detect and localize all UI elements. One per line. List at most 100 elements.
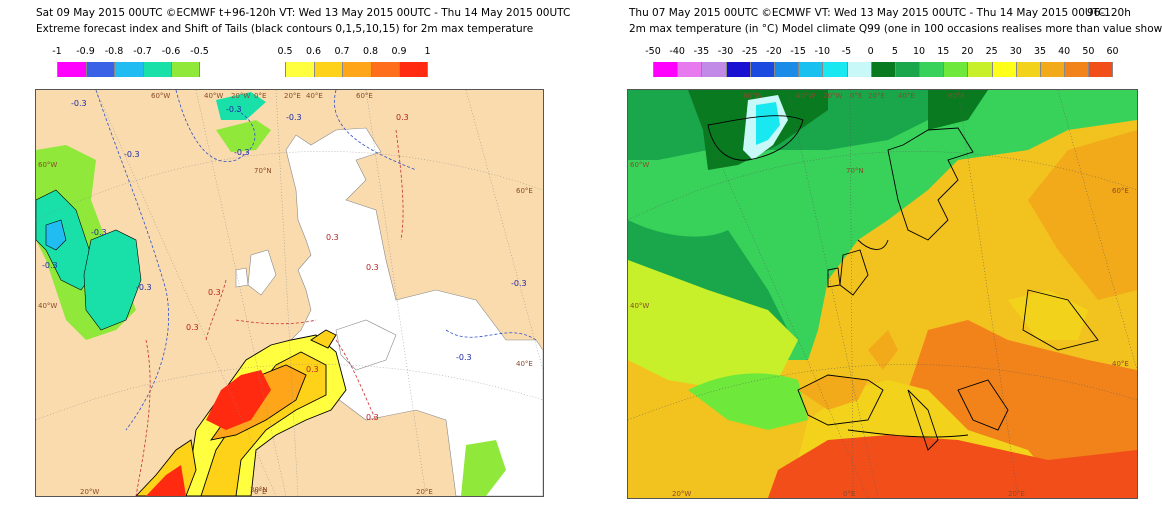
temperature-colorbar-cell: -35 <box>694 46 726 77</box>
climate-grid-label: 40°W <box>630 302 649 310</box>
efi-contour-label: -0.3 <box>456 353 472 362</box>
temperature-colorbar-tick: 10 <box>913 46 926 57</box>
temperature-colorbar-tick: -35 <box>693 46 710 57</box>
temperature-colorbar-cell: -40 <box>669 46 702 77</box>
efi-positive-colorbar-tick: 0.7 <box>334 46 350 57</box>
climate-cool-areas <box>628 90 1137 430</box>
temperature-colorbar-swatch <box>653 62 678 77</box>
efi-negative-colorbar-tick: -0.8 <box>104 46 124 57</box>
efi-positive-colorbar-tick: 1 <box>424 46 431 57</box>
temperature-colorbar-swatch <box>822 62 847 77</box>
efi-positive-colorbar-cell: 0.6 <box>306 46 342 77</box>
efi-positive-colorbar-swatch <box>285 62 314 77</box>
efi-negative-colorbar: -1 -0.9 -0.8 -0.7 -0.6 -0.5 <box>52 46 209 77</box>
temperature-colorbar-swatch <box>1015 62 1040 77</box>
temperature-colorbar-swatch <box>1040 62 1065 77</box>
climate-grid-label: 40°W <box>796 92 815 100</box>
efi-grid-label: 20°W <box>231 92 250 100</box>
temperature-colorbar-cell: -50 <box>645 46 678 77</box>
temperature-colorbar-swatch <box>943 62 968 77</box>
efi-positive-colorbar-cell: 0.8 <box>363 46 399 77</box>
efi-negative-colorbar-tick: -0.7 <box>133 46 152 57</box>
efi-contour-label: 0.3 <box>326 233 339 242</box>
efi-map: 60°W 40°W 20°W 0°E 20°E 40°E 60°E 60°W 4… <box>35 89 544 497</box>
efi-negative-colorbar-tick: -0.9 <box>76 46 95 57</box>
temperature-colorbar-tick: 35 <box>1033 46 1047 57</box>
temperature-colorbar-swatch <box>846 62 871 77</box>
climate-panel: Thu 07 May 2015 00UTC ©ECMWF VT: Wed 13 … <box>581 0 1162 515</box>
climate-grid-label: 20°W <box>823 92 842 100</box>
efi-contour-label: -0.3 <box>234 148 250 157</box>
efi-title-line2: Extreme forecast index and Shift of Tail… <box>36 23 534 35</box>
temperature-colorbar-tick: 30 <box>1009 46 1022 57</box>
temperature-colorbar-swatch <box>677 62 702 77</box>
climate-grid-label: 60°E <box>948 92 965 100</box>
temperature-colorbar-cell: 40 <box>1058 46 1089 77</box>
temperature-colorbar-tick: -15 <box>790 46 806 57</box>
temperature-colorbar-cell: 50 60 <box>1082 46 1119 77</box>
efi-land <box>235 127 543 496</box>
efi-positive-colorbar-cell: 0.5 <box>277 46 314 77</box>
temperature-colorbar-cell: -15 <box>790 46 823 77</box>
temperature-colorbar-swatch <box>870 62 895 77</box>
temperature-colorbar-cell: 0 <box>868 46 895 77</box>
temperature-colorbar-tick: -40 <box>669 46 685 57</box>
efi-negative-colorbar-tick: -1 <box>52 46 62 57</box>
efi-negative-colorbar-swatch <box>171 62 200 77</box>
temperature-colorbar-cell: 35 <box>1034 46 1065 77</box>
efi-positive-colorbar-tick: 0.5 <box>277 46 293 57</box>
efi-negative-colorbar-swatch <box>114 62 143 77</box>
temperature-colorbar-swatch <box>991 62 1016 77</box>
temperature-colorbar-cell: -25 <box>742 46 774 77</box>
efi-dashed-contours <box>95 90 537 496</box>
efi-positive-colorbar-cell: 0.7 <box>334 46 371 77</box>
climate-grid-label: 60°W <box>630 161 649 169</box>
efi-negative-colorbar-tick: -0.6 <box>161 46 181 57</box>
efi-contour-label: 0.3 <box>306 365 319 374</box>
efi-grid-label: 40°E <box>516 360 533 368</box>
efi-negative-colorbar-cell: -1 <box>52 46 86 77</box>
efi-warm-anomaly-areas <box>135 329 506 496</box>
efi-grid-label: 60°W <box>151 92 170 100</box>
efi-graticule <box>36 90 543 496</box>
efi-positive-colorbar-tick: 0.6 <box>305 46 322 57</box>
efi-contour-label: 0.3 <box>396 113 409 122</box>
temperature-colorbar-tick: -25 <box>741 46 758 57</box>
climate-grid-label: 70°N <box>846 167 864 175</box>
temperature-colorbar-swatch <box>919 62 944 77</box>
efi-negative-colorbar-cell: -0.8 <box>105 46 143 77</box>
temperature-colorbar-tick: 15 <box>937 46 950 57</box>
efi-negative-colorbar-swatch <box>57 62 86 77</box>
efi-positive-colorbar-cell: 0.9 1 <box>391 46 431 77</box>
temperature-colorbar-tick: 60 <box>1106 46 1119 57</box>
climate-grid-labels: 60°W 40°W 20°W 0°E 20°E 40°E 60°E 60°W 4… <box>630 92 1129 498</box>
efi-positive-colorbar-swatch <box>313 62 342 77</box>
temperature-colorbar-cell: -20 <box>766 46 799 77</box>
climate-coastline <box>707 115 1099 451</box>
efi-grid-label: 30°N <box>250 486 268 494</box>
efi-negative-colorbar-tick: -0.5 <box>190 46 209 57</box>
efi-negative-colorbar-swatch <box>85 62 114 77</box>
efi-contour-label: -0.3 <box>286 113 302 122</box>
climate-grid-label: 60°W <box>743 92 762 100</box>
climate-title-line1: Thu 07 May 2015 00UTC ©ECMWF VT: Wed 13 … <box>629 7 1106 19</box>
temperature-colorbar-tick: -50 <box>645 46 661 57</box>
temperature-colorbar-tick: 5 <box>891 46 898 57</box>
temperature-colorbar-swatch <box>701 62 726 77</box>
efi-grid-label: 70°N <box>254 167 272 175</box>
temperature-colorbar-swatch <box>749 62 774 77</box>
temperature-colorbar-tick: 20 <box>961 46 974 57</box>
temperature-colorbar-swatch <box>1064 62 1089 77</box>
temperature-colorbar-swatch <box>725 62 750 77</box>
efi-grid-label: 0°E <box>254 92 266 100</box>
efi-negative-colorbar-cell: -0.6 -0.5 <box>162 46 209 77</box>
climate-grid-label: 0°E <box>850 92 862 100</box>
climate-grid-label: 40°E <box>898 92 915 100</box>
temperature-colorbar-cell: 25 <box>986 46 1016 77</box>
climate-grid-label: 20°E <box>868 92 885 100</box>
efi-grid-label: 60°E <box>516 187 533 195</box>
efi-positive-colorbar-tick: 0.8 <box>362 46 379 57</box>
climate-title-line2: 2m max temperature (in °C) Model climate… <box>629 23 1162 35</box>
temperature-colorbar-cell: 10 <box>913 46 944 77</box>
temperature-colorbar-tick: 25 <box>985 46 998 57</box>
